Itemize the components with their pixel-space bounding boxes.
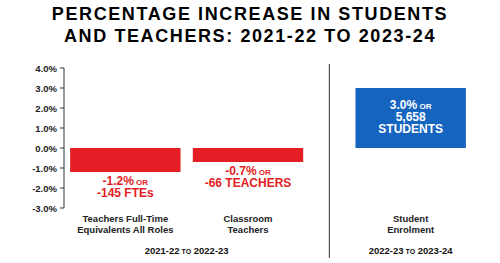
label-part: 2023-24 <box>415 245 453 256</box>
group-label: 2022-23 TO 2023-24 <box>369 245 454 256</box>
category-label: StudentEnrolment <box>387 213 435 235</box>
y-tick-label: -3.0% <box>32 203 57 214</box>
y-tick-label: 1.0% <box>35 123 57 134</box>
y-tick <box>60 108 64 109</box>
label-part: 2021-22 <box>145 245 180 256</box>
category-line: Enrolment <box>387 224 435 235</box>
data-label: -1.2% OR-145 FTEs <box>97 174 154 200</box>
data-label: 3.0% OR5,658STUDENTS <box>378 98 443 136</box>
title-line: AND TEACHERS: 2021-22 TO 2023-24 <box>64 26 436 46</box>
y-tick-label: 0.0% <box>35 143 57 154</box>
category-label: ClassroomTeachers <box>223 213 272 235</box>
bars <box>70 88 466 172</box>
y-tick-label: -1.0% <box>32 163 57 174</box>
category-line: Teachers <box>227 224 268 235</box>
label-part: STUDENTS <box>378 122 443 136</box>
label-part: -66 <box>205 176 223 190</box>
data-label: -0.7% OR-66 TEACHERS <box>205 164 292 190</box>
label-part: TO <box>180 248 192 255</box>
y-tick-label: 4.0% <box>35 63 57 74</box>
y-tick-label: 2.0% <box>35 103 57 114</box>
title: PERCENTAGE INCREASE IN STUDENTSAND TEACH… <box>52 4 448 46</box>
label-part: FTEs <box>121 186 154 200</box>
label-part: 2022-23 <box>191 245 229 256</box>
category-line: Equivalents All Roles <box>77 224 173 235</box>
label-part: -145 <box>97 186 121 200</box>
y-tick <box>60 88 64 89</box>
category-line: Classroom <box>223 213 272 224</box>
y-tick-label: -2.0% <box>32 183 57 194</box>
y-tick <box>60 188 64 189</box>
label-part: TEACHERS <box>222 176 291 190</box>
bar <box>70 148 180 172</box>
label-part: 2022-23 <box>369 245 404 256</box>
category-line: Teachers Full-Time <box>82 213 168 224</box>
bar <box>355 88 465 148</box>
y-tick-label: 3.0% <box>35 83 57 94</box>
y-tick <box>60 148 64 149</box>
y-tick <box>60 68 64 69</box>
y-tick <box>60 208 64 209</box>
bar <box>193 148 303 162</box>
y-tick <box>60 168 64 169</box>
title-line: PERCENTAGE INCREASE IN STUDENTS <box>52 4 448 24</box>
chart: PERCENTAGE INCREASE IN STUDENTSAND TEACH… <box>0 0 500 263</box>
group-separator <box>329 64 330 258</box>
group-label: 2021-22 TO 2022-23 <box>145 245 229 256</box>
category-label: Teachers Full-TimeEquivalents All Roles <box>77 213 173 235</box>
y-axis <box>64 68 65 208</box>
y-tick <box>60 128 64 129</box>
category-line: Student <box>393 213 429 224</box>
label-part: TO <box>404 248 416 255</box>
